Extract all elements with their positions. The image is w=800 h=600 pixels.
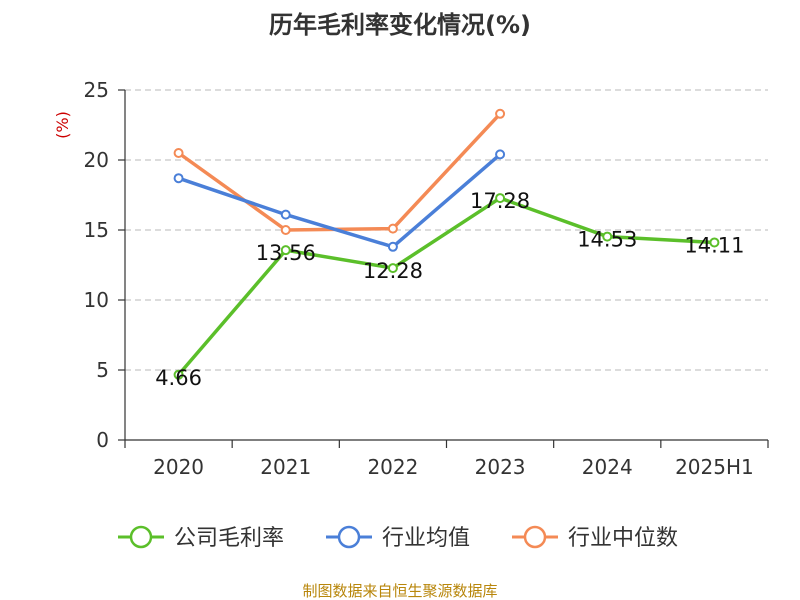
data-point xyxy=(495,193,506,204)
data-point xyxy=(495,108,506,119)
data-label: 14.11 xyxy=(684,233,744,257)
series-line-0 xyxy=(176,196,717,377)
data-label: 12.28 xyxy=(363,259,423,283)
legend-marker-icon xyxy=(523,525,547,549)
data-point xyxy=(280,209,291,220)
data-point xyxy=(495,149,506,160)
y-tick-label: 25 xyxy=(84,78,109,102)
data-point xyxy=(387,241,398,252)
y-axis-label: (%) xyxy=(53,111,72,139)
y-tick-label: 0 xyxy=(96,428,109,452)
legend-marker-icon xyxy=(129,525,153,549)
legend-item-1[interactable]: 行业均值 xyxy=(326,525,470,551)
x-tick-label: 2023 xyxy=(475,455,526,479)
data-point xyxy=(280,225,291,235)
source-note: 制图数据来自恒生聚源数据库 xyxy=(302,582,497,600)
data-point xyxy=(709,237,720,248)
chart-title: 历年毛利率变化情况(%) xyxy=(269,11,531,39)
x-tick-label: 2020 xyxy=(153,455,204,479)
legend-label: 行业中位数 xyxy=(568,526,678,551)
y-tick-label: 15 xyxy=(84,218,109,242)
data-point xyxy=(173,148,184,158)
data-point xyxy=(387,223,398,234)
legend-item-0[interactable]: 公司毛利率 xyxy=(118,525,284,551)
series-lines xyxy=(173,108,720,380)
data-label: 4.66 xyxy=(155,366,202,390)
legend-label: 公司毛利率 xyxy=(174,526,284,551)
series-line-1 xyxy=(176,152,502,249)
x-tick-label: 2021 xyxy=(260,455,311,479)
legend-label: 行业均值 xyxy=(382,526,470,551)
data-point xyxy=(173,173,184,184)
y-tick-label: 5 xyxy=(96,358,109,382)
data-label: 14.53 xyxy=(577,228,637,252)
y-tick-label: 20 xyxy=(84,148,109,172)
x-tick-label: 2024 xyxy=(582,455,633,479)
legend-marker-icon xyxy=(337,525,361,549)
grid-lines xyxy=(125,89,768,371)
axes: 0 5 10 15 20 25 2020 2021 2022 2023 2024 2025H1 xyxy=(84,78,769,479)
data-labels: 4.66 13.56 12.28 17.28 14.53 14.11 xyxy=(155,189,744,390)
series-line-2 xyxy=(176,112,502,232)
x-tick-label: 2025H1 xyxy=(675,455,754,479)
legend: 公司毛利率 行业均值 行业中位数 xyxy=(118,525,678,551)
data-point xyxy=(280,245,291,256)
data-point xyxy=(173,369,184,380)
legend-item-2[interactable]: 行业中位数 xyxy=(512,525,678,551)
data-point xyxy=(602,231,613,242)
x-tick-label: 2022 xyxy=(367,455,418,479)
data-label: 17.28 xyxy=(470,189,530,213)
data-label: 13.56 xyxy=(256,241,316,265)
data-point xyxy=(387,263,398,274)
y-tick-label: 10 xyxy=(84,288,109,312)
